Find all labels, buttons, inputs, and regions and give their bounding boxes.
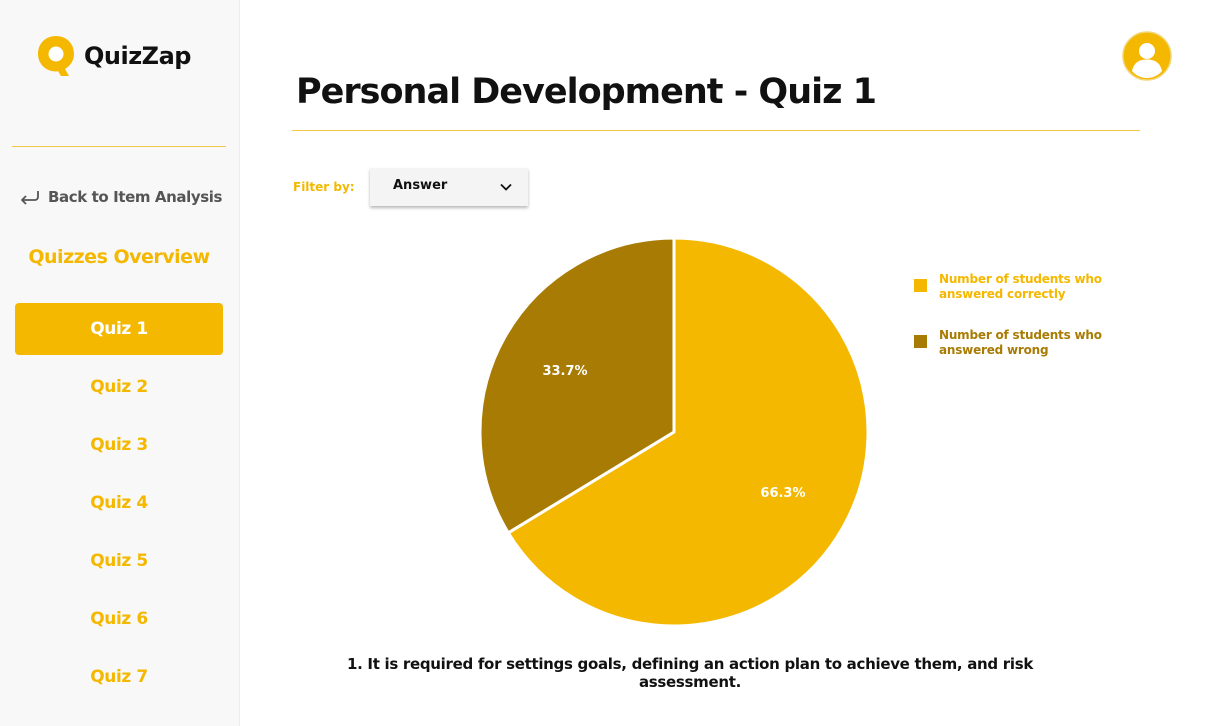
back-link-label: Back to Item Analysis: [48, 188, 223, 206]
question-text: 1. It is required for settings goals, de…: [346, 655, 1034, 691]
answer-pie-chart: 66.3% 33.7%: [478, 236, 870, 628]
sidebar-item-quiz-7[interactable]: Quiz 7: [90, 667, 148, 687]
legend-item-1: Number of students who answered wrong: [914, 328, 1144, 358]
logo-q-icon: [38, 36, 74, 76]
sidebar-item-quiz-4[interactable]: Quiz 4: [90, 493, 148, 513]
legend-label-0: Number of students who answered correctl…: [939, 272, 1102, 301]
filter-selected-value: Answer: [393, 178, 448, 193]
chart-legend: Number of students who answered correctl…: [914, 272, 1144, 384]
logo-text: QuizZap: [84, 42, 191, 70]
back-to-item-analysis-link[interactable]: Back to Item Analysis: [18, 184, 233, 210]
quiz-list: Quiz 1 Quiz 2 Quiz 3 Quiz 4 Quiz 5 Quiz …: [15, 303, 223, 709]
sidebar-item-quiz-2[interactable]: Quiz 2: [90, 377, 148, 397]
pie-slice-label-1: 33.7%: [542, 364, 587, 379]
legend-label-1: Number of students who answered wrong: [939, 328, 1102, 357]
sidebar-item-quiz-3[interactable]: Quiz 3: [90, 435, 148, 455]
pie-slice-label-0: 66.3%: [760, 486, 805, 501]
filter-dropdown[interactable]: Answer: [370, 168, 528, 206]
legend-swatch-1: [914, 335, 927, 348]
sidebar-item-quiz-5[interactable]: Quiz 5: [90, 551, 148, 571]
page-title: Personal Development - Quiz 1: [296, 72, 877, 112]
title-divider: [292, 130, 1140, 131]
legend-item-0: Number of students who answered correctl…: [914, 272, 1144, 302]
pie-slice-1[interactable]: [478, 236, 676, 535]
filter-label: Filter by:: [293, 180, 355, 194]
sidebar-item-quiz-1[interactable]: Quiz 1: [15, 303, 223, 355]
sidebar-item-quiz-6[interactable]: Quiz 6: [90, 609, 148, 629]
legend-swatch-0: [914, 279, 927, 292]
sidebar-divider: [12, 146, 226, 147]
quizzes-overview-heading: Quizzes Overview: [28, 246, 210, 268]
user-avatar-icon[interactable]: [1122, 31, 1172, 81]
pie-slice-0[interactable]: [506, 236, 870, 628]
return-arrow-icon: [21, 191, 39, 205]
sidebar: QuizZap Back to Item Analysis Quizzes Ov…: [0, 0, 240, 726]
logo[interactable]: QuizZap: [36, 34, 191, 78]
chevron-down-icon: [500, 183, 512, 191]
